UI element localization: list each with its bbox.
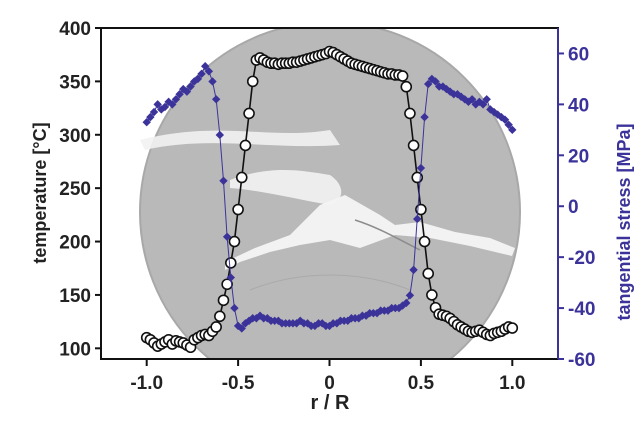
stress-point bbox=[160, 102, 170, 112]
temperature-point bbox=[235, 171, 248, 184]
x-tick-label: 1.0 bbox=[499, 373, 525, 394]
stress-point bbox=[493, 110, 502, 119]
temperature-point bbox=[217, 294, 230, 307]
temperature-point bbox=[422, 267, 435, 280]
stress-point bbox=[215, 130, 225, 140]
y-right-tick-label: 0 bbox=[568, 197, 579, 218]
stress-point bbox=[478, 100, 488, 109]
y-left-tick-label: 300 bbox=[59, 126, 91, 147]
y-axis-left-label: temperature [°C] bbox=[30, 122, 50, 263]
stress-point bbox=[453, 90, 462, 99]
y-left-tick-label: 150 bbox=[59, 286, 91, 307]
stress-point bbox=[197, 69, 206, 79]
temperature-point bbox=[214, 310, 226, 323]
stress-point bbox=[230, 303, 239, 313]
stress-point bbox=[204, 67, 214, 76]
temperature-point bbox=[407, 139, 420, 152]
stress-point bbox=[237, 324, 246, 333]
stress-point bbox=[146, 112, 155, 122]
x-tick-label: -0.5 bbox=[222, 373, 255, 394]
temperature-point bbox=[221, 278, 233, 291]
y-right-tick-label: 20 bbox=[568, 146, 589, 167]
temperature-point bbox=[426, 289, 438, 301]
stress-point bbox=[175, 90, 184, 99]
y-axis-right-label: tangential stress [MPa] bbox=[614, 123, 634, 320]
stress-point bbox=[200, 61, 210, 71]
temperature-point bbox=[404, 107, 416, 120]
stress-point bbox=[409, 265, 418, 275]
stress-point bbox=[153, 100, 162, 109]
stress-point bbox=[193, 74, 203, 84]
y-left-tick-label: 100 bbox=[59, 339, 91, 360]
stress-point bbox=[142, 118, 151, 127]
temperature-point bbox=[418, 235, 431, 248]
temperature-point bbox=[396, 70, 409, 82]
y-right-tick-label: 40 bbox=[568, 95, 589, 116]
y-left-tick-label: 350 bbox=[59, 72, 91, 93]
x-tick-label: -1.0 bbox=[130, 373, 163, 394]
x-tick-label: 0.5 bbox=[408, 373, 435, 394]
stress-point bbox=[413, 214, 422, 224]
x-tick-label: 0 bbox=[324, 373, 335, 394]
y-left-tick-label: 400 bbox=[59, 19, 91, 40]
temperature-point bbox=[506, 322, 519, 334]
stress-point bbox=[508, 125, 517, 135]
x-axis-label: r / R bbox=[311, 392, 350, 414]
stress-point bbox=[149, 107, 159, 117]
stress-point bbox=[424, 79, 433, 89]
stress-point bbox=[420, 112, 429, 122]
stress-point bbox=[171, 95, 181, 104]
temperature-point bbox=[210, 321, 222, 333]
stress-point bbox=[482, 95, 491, 104]
temperature-point bbox=[232, 203, 244, 216]
y-left-tick-label: 200 bbox=[59, 233, 91, 254]
y-right-tick-label: -60 bbox=[568, 350, 595, 371]
stress-point bbox=[208, 77, 217, 86]
y-right-tick-label: 60 bbox=[568, 44, 589, 65]
stress-point bbox=[219, 176, 228, 185]
stress-point bbox=[179, 84, 188, 94]
stress-point bbox=[500, 115, 510, 124]
y-left-tick-label: 250 bbox=[59, 179, 91, 200]
temperature-point bbox=[228, 235, 241, 248]
stress-point bbox=[190, 77, 199, 86]
stress-point bbox=[416, 163, 426, 173]
temperature-point bbox=[400, 80, 413, 93]
stress-point bbox=[222, 232, 232, 241]
stress-point bbox=[186, 82, 195, 91]
y-right-tick-label: -40 bbox=[568, 299, 595, 320]
stress-point bbox=[405, 291, 415, 300]
temperature-point bbox=[246, 75, 259, 88]
y-right-tick-label: -20 bbox=[568, 248, 595, 269]
stress-point bbox=[402, 298, 411, 308]
temperature-point bbox=[243, 107, 255, 120]
stress-point bbox=[182, 87, 192, 96]
stress-point bbox=[168, 100, 177, 109]
stress-point bbox=[431, 77, 440, 86]
stress-point bbox=[211, 95, 221, 104]
temperature-point bbox=[239, 139, 252, 152]
temperature-point bbox=[224, 257, 237, 269]
stress-point bbox=[467, 95, 477, 104]
stress-point bbox=[504, 120, 513, 129]
stress-point bbox=[226, 273, 235, 282]
